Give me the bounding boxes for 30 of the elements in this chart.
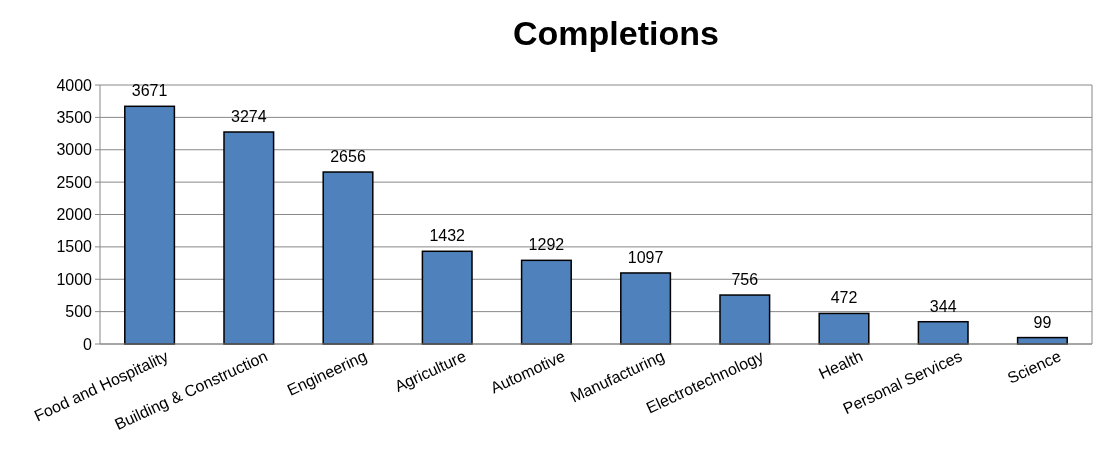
bar (917, 320, 969, 345)
y-tick-label: 3000 (56, 141, 93, 159)
data-label: 1097 (627, 248, 664, 266)
data-label: 3671 (131, 82, 168, 100)
bar (322, 171, 374, 345)
bar (520, 259, 572, 345)
data-label: 344 (929, 297, 957, 315)
y-tick-label: 1000 (56, 270, 93, 288)
data-label: 756 (731, 271, 759, 289)
y-tick-label: 4000 (56, 76, 93, 94)
y-tick-label: 500 (65, 303, 93, 321)
y-tick-label: 3500 (56, 108, 93, 126)
y-tick-label: 2000 (56, 206, 93, 224)
data-label: 472 (830, 289, 858, 307)
data-label: 1432 (429, 227, 466, 245)
x-tick-label: Health (816, 347, 866, 383)
bar (620, 272, 672, 345)
bar (818, 312, 870, 345)
data-label: 99 (1033, 313, 1052, 331)
bar (421, 250, 473, 345)
bar (719, 294, 771, 345)
data-label: 1292 (528, 236, 565, 254)
data-label: 2656 (330, 148, 366, 166)
y-tick-label: 0 (83, 335, 93, 353)
chart-title: Completions (513, 14, 719, 52)
data-label: 3274 (231, 108, 267, 126)
bar (223, 131, 275, 345)
bar (124, 105, 176, 345)
y-tick-label: 1500 (56, 238, 93, 256)
y-tick-label: 2500 (56, 173, 93, 191)
